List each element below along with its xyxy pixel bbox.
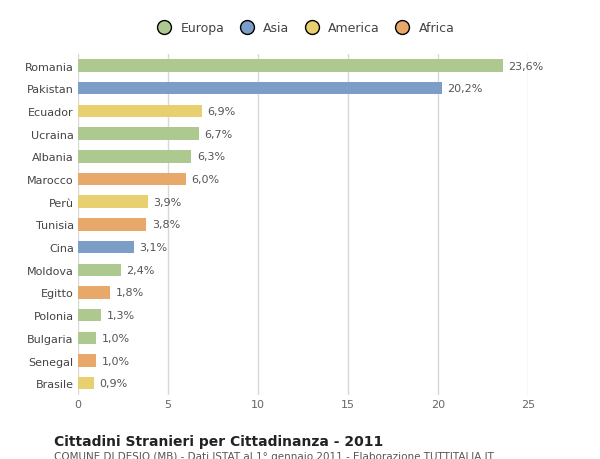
Text: 3,8%: 3,8% xyxy=(152,220,180,230)
Text: 6,3%: 6,3% xyxy=(197,152,225,162)
Bar xyxy=(78,60,503,73)
Text: COMUNE DI DESIO (MB) - Dati ISTAT al 1° gennaio 2011 - Elaborazione TUTTITALIA.I: COMUNE DI DESIO (MB) - Dati ISTAT al 1° … xyxy=(54,451,494,459)
Bar xyxy=(78,196,148,208)
Text: 1,8%: 1,8% xyxy=(116,288,144,298)
Bar xyxy=(78,264,121,276)
Bar xyxy=(78,286,110,299)
Bar xyxy=(78,106,202,118)
Bar xyxy=(78,309,101,322)
Bar xyxy=(78,128,199,140)
Bar xyxy=(78,83,442,95)
Text: 6,7%: 6,7% xyxy=(204,129,232,140)
Bar xyxy=(78,332,96,344)
Text: 6,9%: 6,9% xyxy=(208,106,236,117)
Bar xyxy=(78,151,191,163)
Text: 0,9%: 0,9% xyxy=(100,378,128,388)
Text: 2,4%: 2,4% xyxy=(127,265,155,275)
Text: 1,0%: 1,0% xyxy=(101,356,130,366)
Text: Cittadini Stranieri per Cittadinanza - 2011: Cittadini Stranieri per Cittadinanza - 2… xyxy=(54,434,383,448)
Bar xyxy=(78,174,186,186)
Text: 3,1%: 3,1% xyxy=(139,242,167,252)
Text: 1,0%: 1,0% xyxy=(101,333,130,343)
Text: 3,9%: 3,9% xyxy=(154,197,182,207)
Bar xyxy=(78,218,146,231)
Text: 20,2%: 20,2% xyxy=(447,84,482,94)
Bar xyxy=(78,354,96,367)
Bar xyxy=(78,377,94,390)
Bar xyxy=(78,241,134,254)
Text: 23,6%: 23,6% xyxy=(508,62,544,72)
Legend: Europa, Asia, America, Africa: Europa, Asia, America, Africa xyxy=(146,17,460,40)
Text: 6,0%: 6,0% xyxy=(191,174,220,185)
Text: 1,3%: 1,3% xyxy=(107,310,135,320)
